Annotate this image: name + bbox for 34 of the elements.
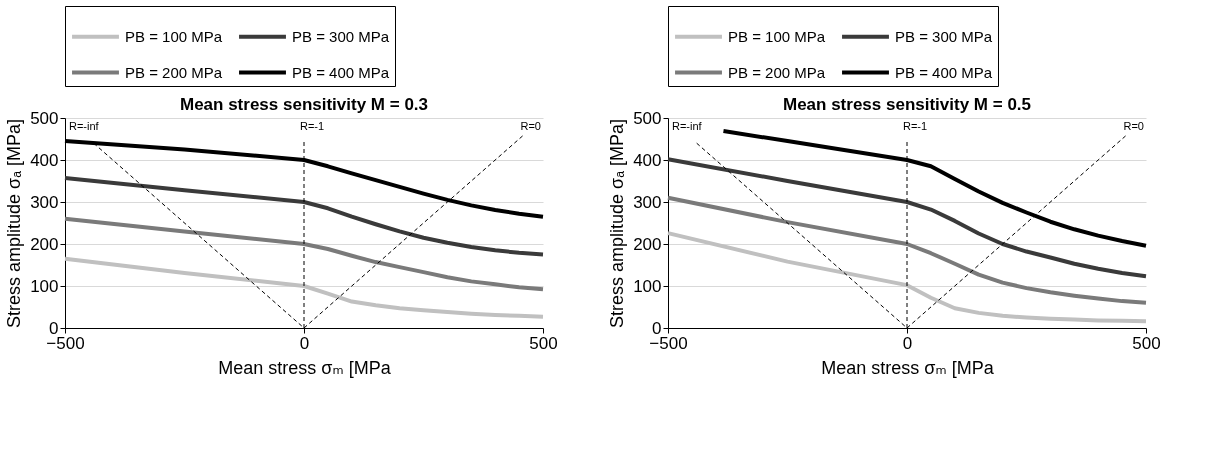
y-tick-label: 400 (633, 150, 662, 170)
legend-label: PB = 200 MPa (728, 63, 826, 81)
x-tick-label: 500 (529, 333, 558, 353)
x-axis-title: Mean stress σₘ [MPa (218, 357, 392, 378)
series-label: R=-1 (903, 120, 928, 132)
legend-label: PB = 400 MPa (895, 63, 993, 81)
y-tick-label: 300 (633, 192, 662, 212)
legend-label: PB = 300 MPa (895, 27, 993, 45)
x-tick-label: 500 (1132, 333, 1161, 353)
series-label: R=0 (1123, 120, 1144, 132)
series-label: R=-1 (300, 120, 325, 132)
legend-label: PB = 400 MPa (292, 63, 390, 81)
y-tick-label: 200 (30, 234, 59, 254)
legend-label: PB = 100 MPa (728, 27, 826, 45)
y-tick-label: 300 (30, 192, 59, 212)
y-tick-label: 100 (633, 276, 662, 296)
legend-label: PB = 100 MPa (125, 27, 223, 45)
y-tick-label: 200 (633, 234, 662, 254)
y-axis-title: Stress amplitude σₐ [MPa] (4, 119, 25, 328)
series-label: R=-inf (672, 120, 703, 132)
y-tick-label: 400 (30, 150, 59, 170)
legend-label: PB = 200 MPa (125, 63, 223, 81)
x-tick-label: 0 (299, 333, 310, 353)
y-tick-label: 500 (633, 108, 662, 128)
y-tick-label: 100 (30, 276, 59, 296)
series-label: R=0 (520, 120, 541, 132)
chart-title: Mean stress sensitivity M = 0.3 (179, 95, 429, 114)
chart-title: Mean stress sensitivity M = 0.5 (782, 95, 1032, 114)
x-axis-title: Mean stress σₘ [MPa (821, 357, 995, 378)
x-tick-label: 0 (902, 333, 913, 353)
series-label: R=-inf (69, 120, 100, 132)
legend-label: PB = 300 MPa (292, 27, 390, 45)
y-axis-title: Stress amplitude σₐ [MPa] (607, 119, 628, 328)
y-tick-label: 500 (30, 108, 59, 128)
